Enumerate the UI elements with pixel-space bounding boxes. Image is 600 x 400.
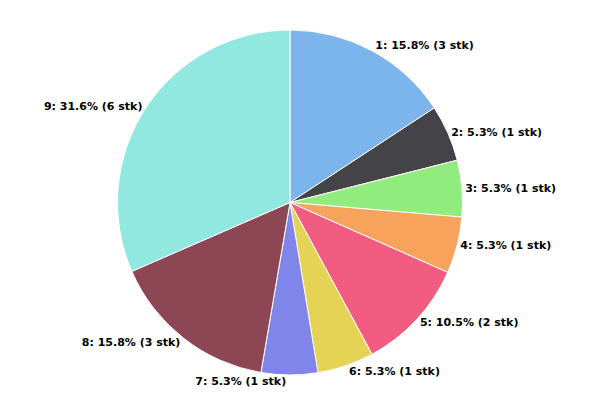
svg-text:2: 5.3% (1 stk): 2: 5.3% (1 stk): [451, 126, 542, 139]
svg-text:6: 5.3% (1 stk): 6: 5.3% (1 stk): [349, 365, 440, 378]
svg-text:3: 5.3% (1 stk): 3: 5.3% (1 stk): [465, 182, 556, 195]
svg-text:8: 15.8% (3 stk): 8: 15.8% (3 stk): [82, 336, 181, 349]
svg-text:4: 5.3% (1 stk): 4: 5.3% (1 stk): [460, 239, 551, 252]
svg-text:7: 5.3% (1 stk): 7: 5.3% (1 stk): [195, 375, 286, 388]
svg-text:5: 10.5% (2 stk): 5: 10.5% (2 stk): [420, 316, 519, 329]
svg-text:1: 15.8% (3 stk): 1: 15.8% (3 stk): [375, 39, 474, 52]
svg-text:9: 31.6% (6 stk): 9: 31.6% (6 stk): [44, 100, 143, 113]
